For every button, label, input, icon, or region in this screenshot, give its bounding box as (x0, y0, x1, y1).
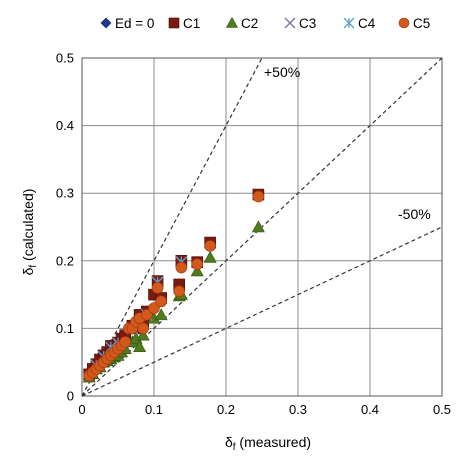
data-point (133, 340, 147, 352)
legend-marker (100, 17, 112, 29)
x-tick-label: 0.1 (145, 402, 163, 417)
legend-marker (225, 16, 239, 28)
data-point (151, 282, 164, 294)
x-tick-label: 0.4 (361, 402, 379, 417)
y-tick-label: 0.5 (56, 51, 74, 66)
data-point (148, 302, 160, 314)
legend-item: C5 (398, 16, 430, 31)
legend-label: C1 (183, 16, 200, 31)
gridlines (81, 57, 443, 397)
legend-item: C1 (168, 16, 200, 31)
data-point (191, 258, 203, 270)
x-axis-title-rest: (measured) (236, 434, 311, 450)
legend-label: Ed = 0 (115, 16, 154, 31)
data-point (136, 328, 150, 341)
data-point (203, 250, 217, 263)
legend-marker (343, 17, 355, 29)
y-axis-title-main: δ (20, 267, 36, 275)
data-point (154, 308, 168, 321)
x-tick-label: 0 (78, 402, 85, 417)
data-point (251, 220, 265, 233)
legend-marker (284, 17, 296, 29)
y-axis-title: δf (calculated) (20, 189, 39, 276)
legend-label: C5 (413, 16, 430, 31)
reference-line-2 (81, 226, 443, 397)
y-tick-label: 0 (67, 389, 74, 404)
legend-item: C3 (284, 16, 316, 31)
legend-label: C4 (358, 16, 376, 31)
y-axis-title-sub: f (28, 265, 39, 268)
annotation-minus-50: -50% (398, 206, 431, 222)
data-point (137, 322, 149, 335)
legend-item: C4 (343, 16, 376, 31)
x-tick-label: 0.3 (289, 402, 307, 417)
data-points (82, 188, 265, 383)
legend-item: C2 (225, 16, 258, 31)
x-axis-title-main: δ (225, 434, 233, 450)
data-point (252, 190, 265, 203)
y-tick-label: 0.1 (56, 321, 74, 336)
legend-marker (168, 17, 180, 29)
series-5 (83, 190, 265, 382)
reference-line-0 (81, 57, 263, 397)
data-point (204, 240, 216, 252)
y-tick-label: 0.4 (56, 118, 74, 133)
x-tick-label: 0.5 (433, 402, 451, 417)
data-point (141, 309, 153, 321)
legend-label: C3 (299, 16, 316, 31)
y-tick-label: 0.2 (56, 253, 74, 268)
legend-label: C2 (241, 16, 258, 31)
annotation-plus-50: +50% (264, 64, 300, 80)
data-point (155, 295, 167, 308)
legend-marker (398, 17, 410, 29)
data-point (175, 261, 188, 274)
plot-frame (81, 57, 443, 397)
x-tick-label: 0.2 (217, 402, 235, 417)
legend-item: Ed = 0 (100, 16, 154, 31)
data-point (190, 264, 204, 277)
legend: Ed = 0 C1 C2 C3 C4 C5 (100, 16, 430, 31)
tick-labels: 00 0.1 0.1 0.2 0.2 0.3 0.3 0.4 0.4 0.5 0.5 (56, 51, 451, 418)
x-axis-title: δf (measured) (225, 434, 311, 453)
x-axis-title-sub: f (233, 442, 236, 453)
y-tick-label: 0.3 (56, 186, 74, 201)
data-point (173, 285, 185, 298)
data-point (119, 336, 131, 348)
y-axis-title-rest: (calculated) (20, 189, 36, 265)
